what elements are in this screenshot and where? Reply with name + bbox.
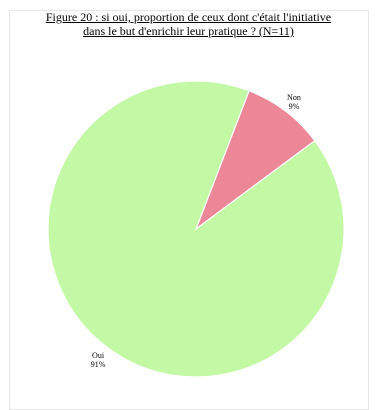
pie-slice-oui [47,80,345,378]
pie-label-value-non: 9% [289,102,300,111]
pie-label-name-non: Non [287,93,301,102]
chart-title-line-1: Figure 20 : si oui, proportion de ceux d… [45,10,332,24]
pie-slice-non [194,90,316,231]
chart-title: Figure 20 : si oui, proportion de ceux d… [10,10,367,38]
chart-title-line-2: dans le but d'enrichir leur pratique ? (… [83,24,294,38]
pie-label-value-oui: 91% [91,360,106,369]
pie-label-name-oui: Oui [92,351,105,360]
